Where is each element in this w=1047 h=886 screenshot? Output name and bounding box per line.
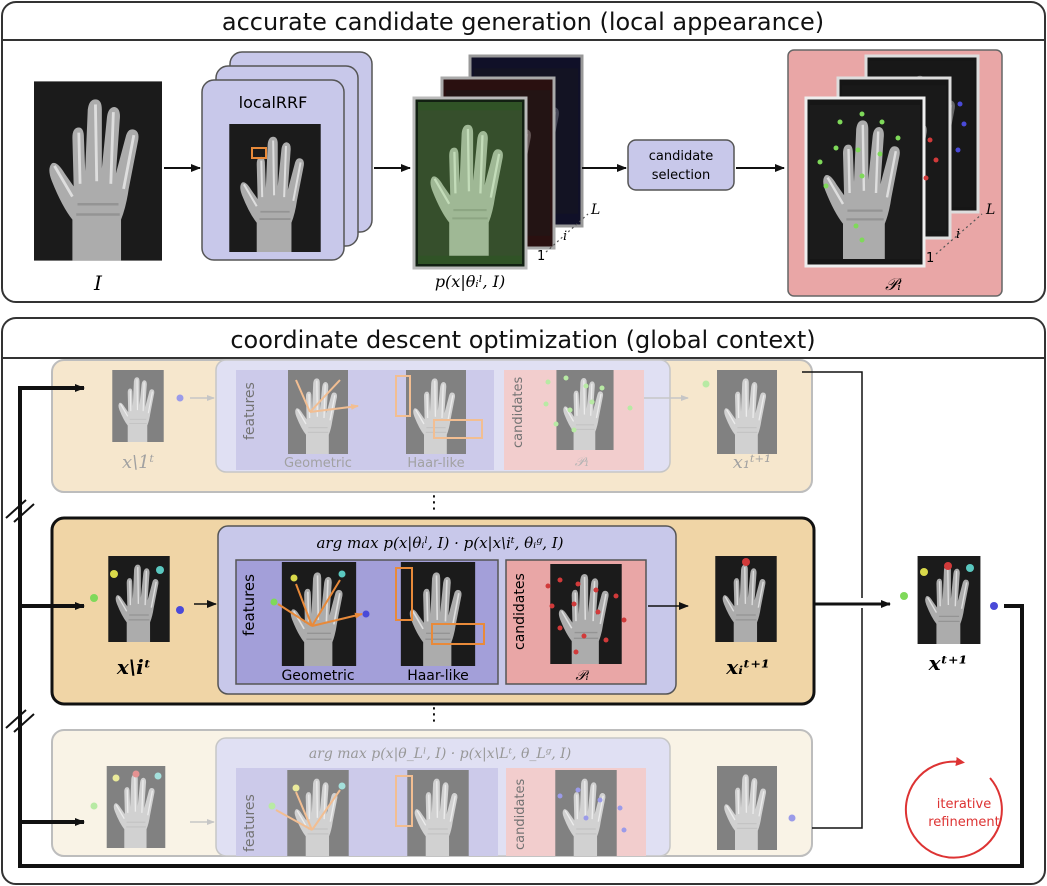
candidate-selection-line2: selection	[652, 168, 710, 183]
feedback-loop	[5, 384, 1024, 868]
row-L-features-label: features	[242, 794, 258, 852]
local-rrf-stack: localRRF	[201, 51, 373, 261]
input-xray-image	[34, 80, 162, 262]
top-panel-title: accurate candidate generation (local app…	[222, 8, 824, 36]
candidate-stack-index-i: i	[956, 227, 960, 242]
row-landmark-1: x\1ᵗ features Geometric Haar-like candid…	[51, 359, 813, 493]
row-i-input-label: x\iᵗ	[116, 655, 151, 679]
input-image-label: I	[93, 271, 103, 295]
row-i-candidates-label: candidates	[512, 573, 528, 650]
row1-features-label: features	[242, 382, 258, 440]
iterative-refinement-line1: iterative	[937, 797, 991, 812]
row1-output-label: x₁ᵗ⁺¹	[733, 452, 772, 473]
stack-index-1: 1	[537, 249, 545, 264]
row1-geometric-label: Geometric	[284, 456, 352, 471]
row-i-output-image	[714, 556, 778, 642]
row-i-features-label: features	[240, 574, 258, 636]
result-label: xᵗ⁺¹	[928, 651, 968, 675]
row1-pset-label: 𝒫₁	[575, 455, 590, 470]
merge-connectors	[802, 371, 891, 829]
stack-index-L: L	[590, 202, 600, 218]
bottom-panel-title: coordinate descent optimization (global …	[230, 326, 815, 354]
rrf-patch-marker	[251, 147, 267, 159]
row1-haar-label: Haar-like	[407, 456, 464, 471]
row-i-pset-label: 𝒫ᵢ	[576, 668, 590, 684]
candidate-set-image	[810, 103, 920, 261]
probability-map-label: p(x|θᵢˡ, I)	[435, 272, 505, 291]
row-landmark-L: arg max p(x|θ_Lˡ, I) · p(x|x\Lᵗ, θ_Lᵍ, I…	[51, 729, 813, 857]
candidate-stack-index-1: 1	[926, 251, 934, 266]
row-i-geometric-label: Geometric	[281, 668, 354, 684]
candidate-points	[817, 111, 901, 243]
candidate-set-label: 𝒫ᵢ	[885, 275, 902, 295]
row-L-candidates-label: candidates	[513, 778, 528, 850]
row-landmark-i: x\iᵗ arg max p(x|θᵢˡ, I) · p(x|x\iᵗ, θᵢᵍ…	[50, 516, 816, 706]
row1-input-label: x\1ᵗ	[122, 452, 155, 473]
rrf-xray-image	[228, 124, 322, 252]
candidate-set-panel: 1 i L 𝒫ᵢ	[787, 49, 1003, 297]
row-i-candidate-points	[545, 577, 627, 655]
iterative-refinement-cycle: iterative refinement	[904, 757, 1003, 859]
local-rrf-label: localRRF	[239, 93, 308, 112]
row1-candidates-label: candidates	[511, 376, 526, 448]
candidate-selection-line1: candidate	[649, 149, 714, 164]
row-i-output-label: xᵢᵗ⁺¹	[725, 655, 769, 679]
candidate-selection-box	[627, 139, 735, 191]
vertical-ellipsis-2: ⋮	[425, 704, 443, 725]
vertical-ellipsis-1: ⋮	[425, 492, 443, 513]
iterative-refinement-line2: refinement	[928, 815, 999, 830]
row-i-argmax-formula: arg max p(x|θᵢˡ, I) · p(x|x\iᵗ, θᵢᵍ, I)	[316, 534, 563, 552]
stack-index-i: i	[563, 229, 567, 244]
candidate-stack-index-L: L	[985, 202, 995, 218]
probability-map-stack: 1 i L	[412, 54, 600, 270]
row-i-haar-label: Haar-like	[407, 668, 469, 684]
row-L-argmax-formula: arg max p(x|θ_Lˡ, I) · p(x|x\Lᵗ, θ_Lᵍ, I…	[309, 746, 571, 762]
